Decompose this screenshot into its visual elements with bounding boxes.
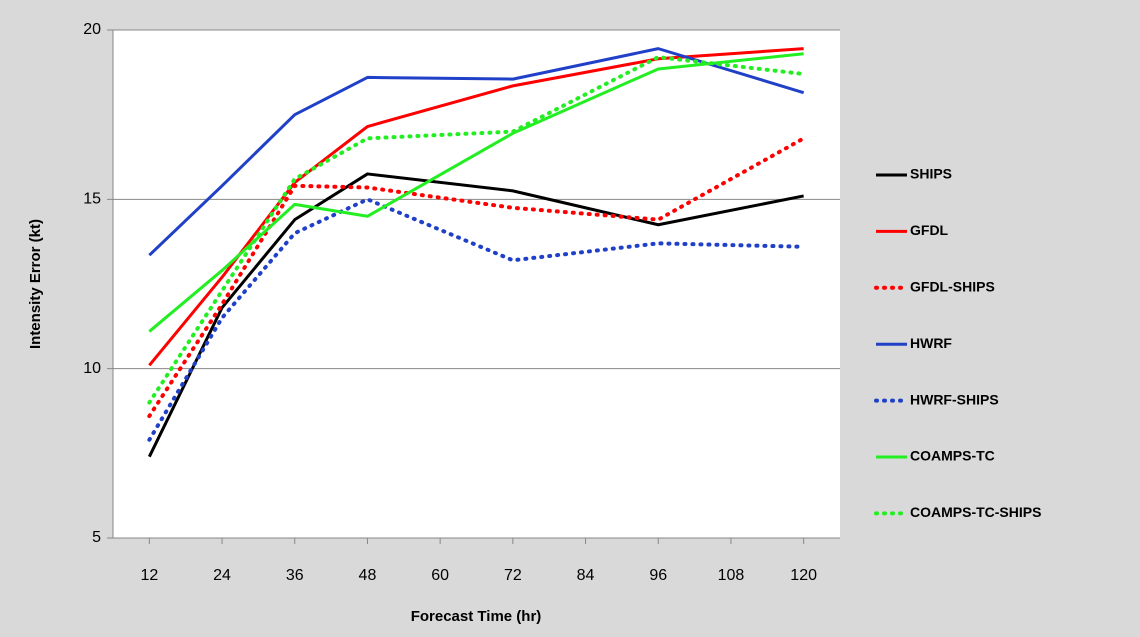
x-tick-label: 84	[577, 567, 595, 584]
x-tick-label: 108	[718, 567, 745, 584]
x-tick-label: 120	[790, 567, 817, 584]
x-tick-label: 96	[649, 567, 667, 584]
legend-label: HWRF	[910, 335, 952, 351]
y-axis-title: Intensity Error (kt)	[27, 219, 44, 349]
legend-label: SHIPS	[910, 166, 952, 182]
y-tick-label: 20	[83, 21, 101, 38]
legend-label: HWRF-SHIPS	[910, 391, 999, 407]
x-tick-label: 36	[286, 567, 304, 584]
y-tick-label: 10	[83, 360, 101, 377]
x-tick-label: 24	[213, 567, 231, 584]
y-tick-label: 15	[83, 191, 101, 208]
x-tick-label: 72	[504, 567, 522, 584]
series-line	[147, 55, 806, 405]
series-line	[147, 136, 806, 419]
plot-area	[113, 30, 840, 538]
legend-label: GFDL	[910, 222, 949, 238]
legend-label: GFDL-SHIPS	[910, 279, 995, 295]
series-line	[148, 52, 804, 333]
x-tick-label: 60	[431, 567, 449, 584]
y-tick-label: 5	[92, 529, 101, 546]
series-line	[148, 172, 804, 458]
series-line	[148, 47, 805, 257]
legend-label: COAMPS-TC	[910, 448, 995, 464]
x-tick-label: 12	[140, 567, 158, 584]
x-tick-label: 48	[359, 567, 377, 584]
x-axis-title: Forecast Time (hr)	[411, 608, 542, 625]
legend-label: COAMPS-TC-SHIPS	[910, 504, 1041, 520]
